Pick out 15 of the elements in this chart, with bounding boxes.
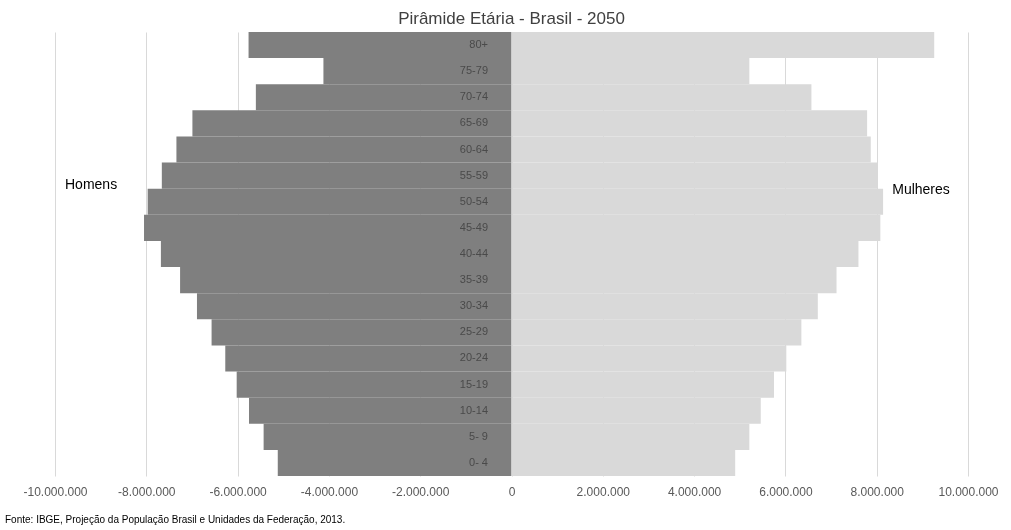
chart-title: Pirâmide Etária - Brasil - 2050 xyxy=(398,9,625,28)
x-tick-label: 8.000.000 xyxy=(850,484,905,499)
x-tick-label: -10.000.000 xyxy=(23,484,88,499)
x-tick-label: 10.000.000 xyxy=(938,484,999,499)
x-tick-label: 2.000.000 xyxy=(576,484,631,499)
x-tick-label: -2.000.000 xyxy=(392,484,450,499)
x-tick-label: 0 xyxy=(508,484,516,499)
x-tick-label: 4.000.000 xyxy=(667,484,722,499)
x-tick-label: -8.000.000 xyxy=(118,484,176,499)
x-tick-label: -4.000.000 xyxy=(300,484,359,499)
x-tick-label: 6.000.000 xyxy=(759,484,813,499)
x-tick-label: -6.000.000 xyxy=(209,484,268,499)
text: Homens xyxy=(65,176,118,193)
source-note: Fonte: IBGE, Projeção da População Brasil e Unidades da Federação, 2013. xyxy=(5,514,346,525)
series-label: Mulheres xyxy=(892,180,950,197)
